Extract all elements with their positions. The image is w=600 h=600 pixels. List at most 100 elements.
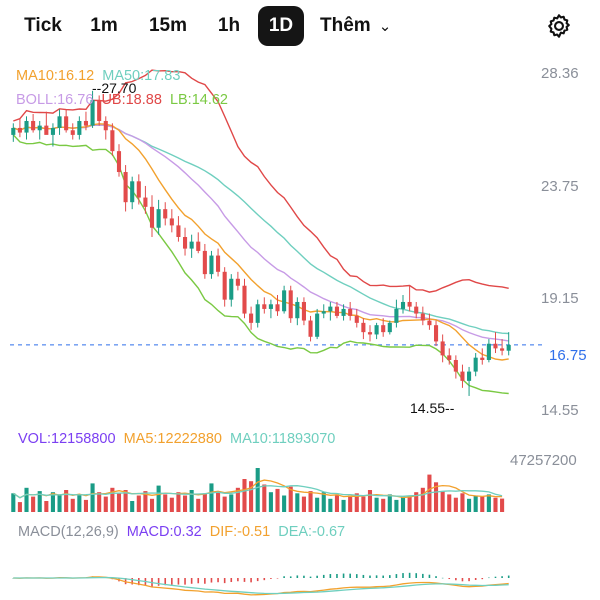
volume-bar: [97, 492, 102, 512]
candle-body: [262, 304, 267, 309]
boll-upper-line: [13, 69, 509, 293]
candle-body: [440, 341, 445, 356]
macd-histogram-bar: [184, 578, 186, 585]
legend-ma10: MA10:16.12: [16, 68, 95, 84]
macd-histogram-bar: [389, 575, 391, 578]
volume-bar: [64, 490, 69, 512]
candle-body: [493, 343, 498, 349]
macd-histogram-bar: [408, 572, 411, 578]
volume-bar: [486, 494, 491, 512]
volume-bar: [189, 490, 194, 512]
volume-bar: [103, 496, 108, 512]
volume-bar: [77, 495, 82, 512]
volume-bar: [182, 495, 188, 512]
macd-histogram-bar: [171, 578, 173, 585]
volume-bar: [196, 498, 201, 512]
macd-histogram-bar: [507, 575, 510, 578]
candle-body: [64, 116, 69, 131]
macd-histogram-bar: [415, 573, 418, 578]
tab-15m[interactable]: 15m: [148, 15, 188, 36]
macd-histogram-bar: [204, 578, 206, 584]
candle-body: [83, 120, 89, 126]
candle-body: [447, 355, 452, 360]
volume-bar: [202, 493, 207, 512]
volume-bar: [374, 497, 379, 512]
macd-histogram-bar: [382, 575, 384, 578]
highest-price-label: --27.70: [92, 80, 137, 96]
volume-bar: [169, 497, 174, 512]
volume-bar: [354, 493, 359, 512]
tab-1m[interactable]: 1m: [90, 15, 118, 36]
candle-body: [268, 304, 273, 309]
macd-histogram-bar: [355, 574, 358, 578]
macd-histogram-bar: [488, 577, 490, 579]
tab-tick[interactable]: Tick: [24, 15, 62, 36]
candle-body: [222, 271, 227, 300]
volume-bar: [17, 502, 22, 512]
macd-histogram-bar: [349, 573, 351, 578]
candle-body: [50, 127, 55, 135]
boll-legend: BOLL:16.76 UB:18.88 LB:14.62: [16, 92, 232, 108]
volume-bar: [407, 495, 412, 512]
volume-bar: [83, 499, 89, 512]
legend-vol-ma10: MA10:11893070: [229, 431, 336, 447]
volume-bar: [37, 491, 42, 512]
tab-more[interactable]: Thêm ⌄: [320, 6, 400, 46]
candle-body: [110, 130, 115, 152]
candle-body: [196, 241, 201, 251]
highest-value: 27.70: [101, 80, 137, 96]
candle-body: [17, 127, 22, 133]
volume-bar: [143, 491, 148, 512]
volume-bar: [149, 498, 155, 512]
macd-histogram-bar: [131, 578, 133, 585]
gear-icon[interactable]: [545, 12, 573, 40]
volume-bar: [31, 496, 36, 512]
volume-ma10-line: [12, 485, 503, 499]
candle-body: [288, 290, 293, 319]
volume-bar: [367, 490, 373, 512]
macd-histogram-bar: [157, 578, 160, 586]
macd-histogram-bar: [375, 575, 378, 578]
volume-bar: [44, 501, 49, 512]
macd-histogram-bar: [468, 578, 470, 582]
legend-ma50: MA50:17.83: [102, 68, 181, 84]
candle-body: [235, 278, 240, 286]
macd-histogram-bar: [243, 578, 246, 582]
candle-body: [394, 308, 399, 323]
volume-bar: [136, 495, 141, 512]
tab-1h[interactable]: 1h: [217, 15, 241, 36]
volume-bar: [216, 491, 221, 512]
volume-bar: [156, 485, 161, 512]
ma-legend: MA10:16.12 MA50:17.83: [16, 68, 184, 84]
candle-body: [156, 209, 161, 228]
candle-body: [103, 120, 108, 131]
chevron-down-icon: ⌄: [378, 18, 392, 35]
candle-body: [242, 285, 247, 314]
volume-bar: [242, 479, 247, 512]
volume-bar: [414, 492, 419, 512]
candle-body: [486, 343, 491, 360]
volume-bar: [116, 493, 122, 512]
candle-body: [453, 359, 458, 372]
macd-histogram-bar: [283, 576, 285, 578]
tab-more-label: Thêm: [320, 15, 371, 36]
candle-body: [209, 255, 214, 275]
volume-bar: [11, 493, 16, 512]
candle-body: [480, 357, 485, 360]
candle-body: [427, 320, 432, 326]
macd-histogram-bar: [448, 578, 451, 580]
macd-histogram-bar: [455, 578, 457, 581]
volume-bar: [301, 496, 306, 512]
volume-bar: [295, 493, 300, 512]
macd-histogram-bar: [501, 576, 503, 578]
volume-bar: [308, 491, 313, 512]
macd-dea-line: [13, 576, 509, 595]
macd-histogram-bar: [309, 576, 312, 578]
macd-histogram-bar: [402, 573, 404, 578]
ma50-line: [13, 124, 509, 335]
tab-1d[interactable]: 1D: [258, 6, 304, 46]
legend-dea: DEA:-0.67: [278, 524, 346, 540]
volume-max-label: 47257200: [510, 452, 577, 469]
volume-bar: [453, 497, 458, 512]
